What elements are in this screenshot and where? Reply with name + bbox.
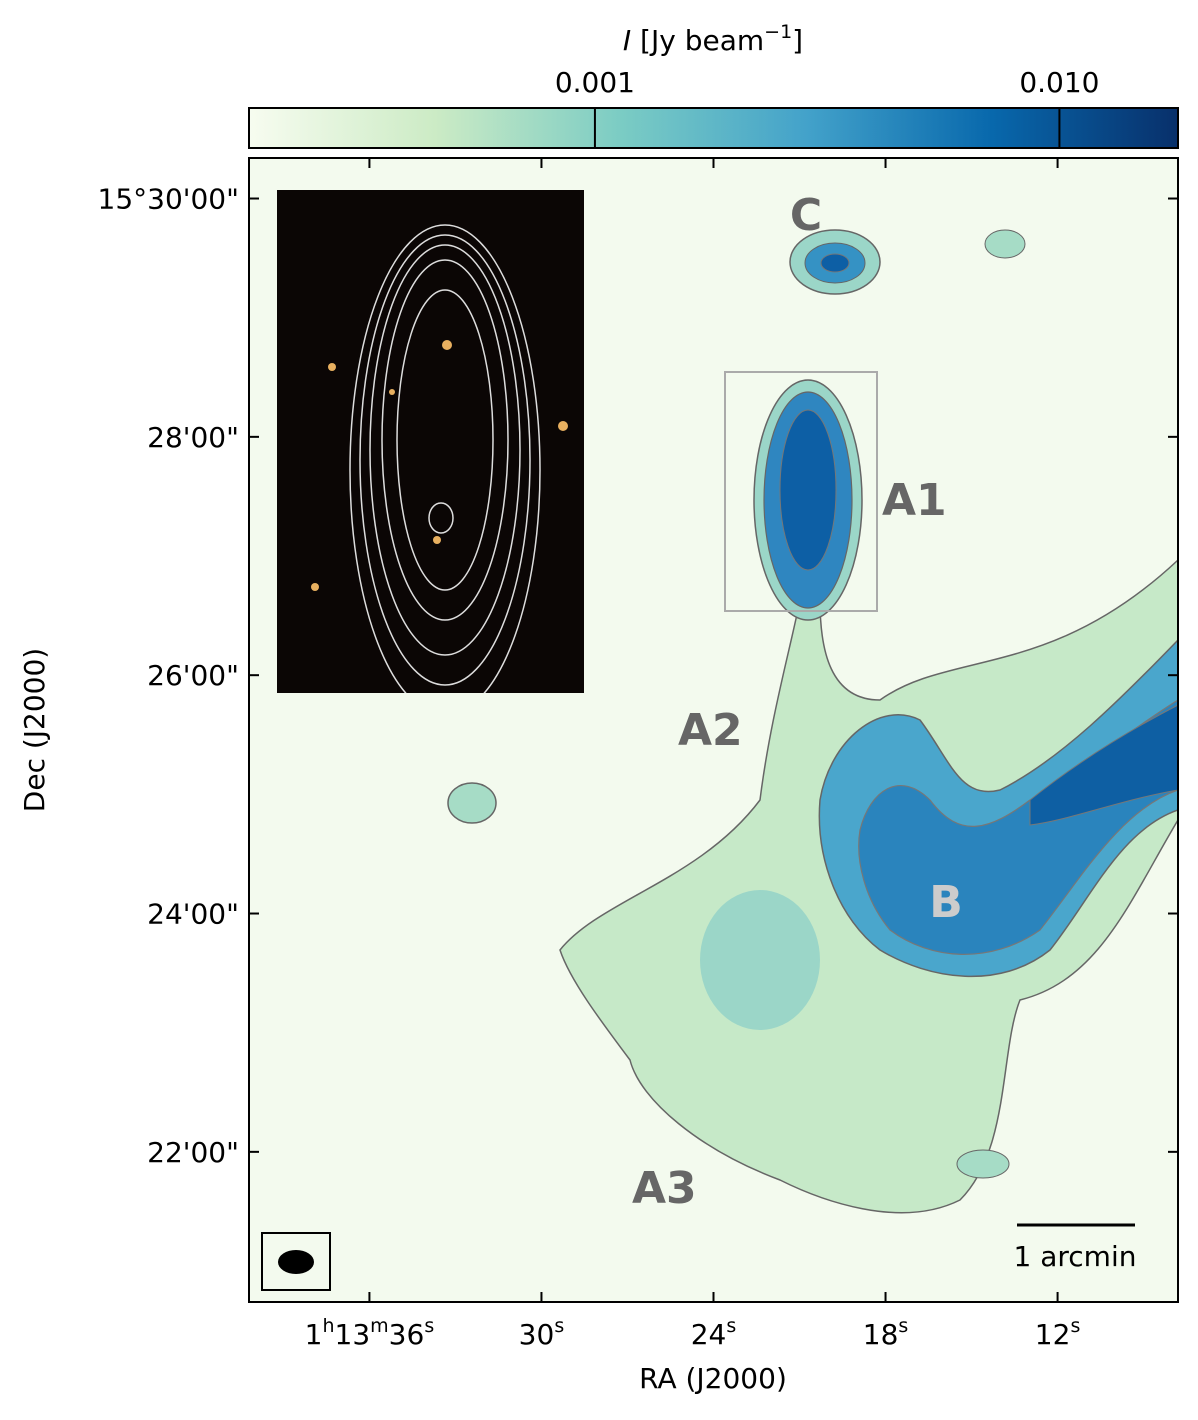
x-tick-label: 1h13m36s — [305, 1315, 435, 1351]
x-tick-label: 18s — [863, 1315, 909, 1351]
colorbar-tick-label: 0.010 — [1019, 66, 1099, 99]
scalebar-label: 1 arcmin — [1014, 1240, 1137, 1273]
colorbar — [248, 107, 1179, 149]
x-tick-label: 12s — [1035, 1315, 1081, 1351]
y-tick-label: 28'00" — [147, 421, 239, 454]
colorbar-tick-label: 0.001 — [555, 66, 635, 99]
label-a3: A3 — [632, 1163, 697, 1214]
x-axis-label: RA (J2000) — [639, 1362, 787, 1395]
x-tick-label: 30s — [519, 1315, 565, 1351]
y-tick-label: 24'00" — [147, 898, 239, 931]
colorbar-label: I [Jy beam−1] — [623, 21, 803, 57]
map — [249, 158, 1178, 1302]
label-a1: A1 — [882, 475, 947, 526]
y-tick-label: 26'00" — [147, 659, 239, 692]
colorbar-label-part: −1 — [764, 21, 792, 43]
label-c: C — [790, 190, 822, 241]
y-tick-label: 15°30'00" — [98, 183, 239, 216]
colorbar-label-part: [Jy beam — [631, 24, 764, 57]
y-tick-label: 22'00" — [147, 1136, 239, 1169]
colorbar-label-part: ] — [792, 24, 803, 57]
label-a2: A2 — [678, 705, 743, 756]
x-tick-label: 24s — [691, 1315, 737, 1351]
y-axis-label: Dec (J2000) — [18, 648, 51, 812]
colorbar-label-part: I — [623, 24, 631, 57]
label-b: B — [929, 877, 963, 928]
